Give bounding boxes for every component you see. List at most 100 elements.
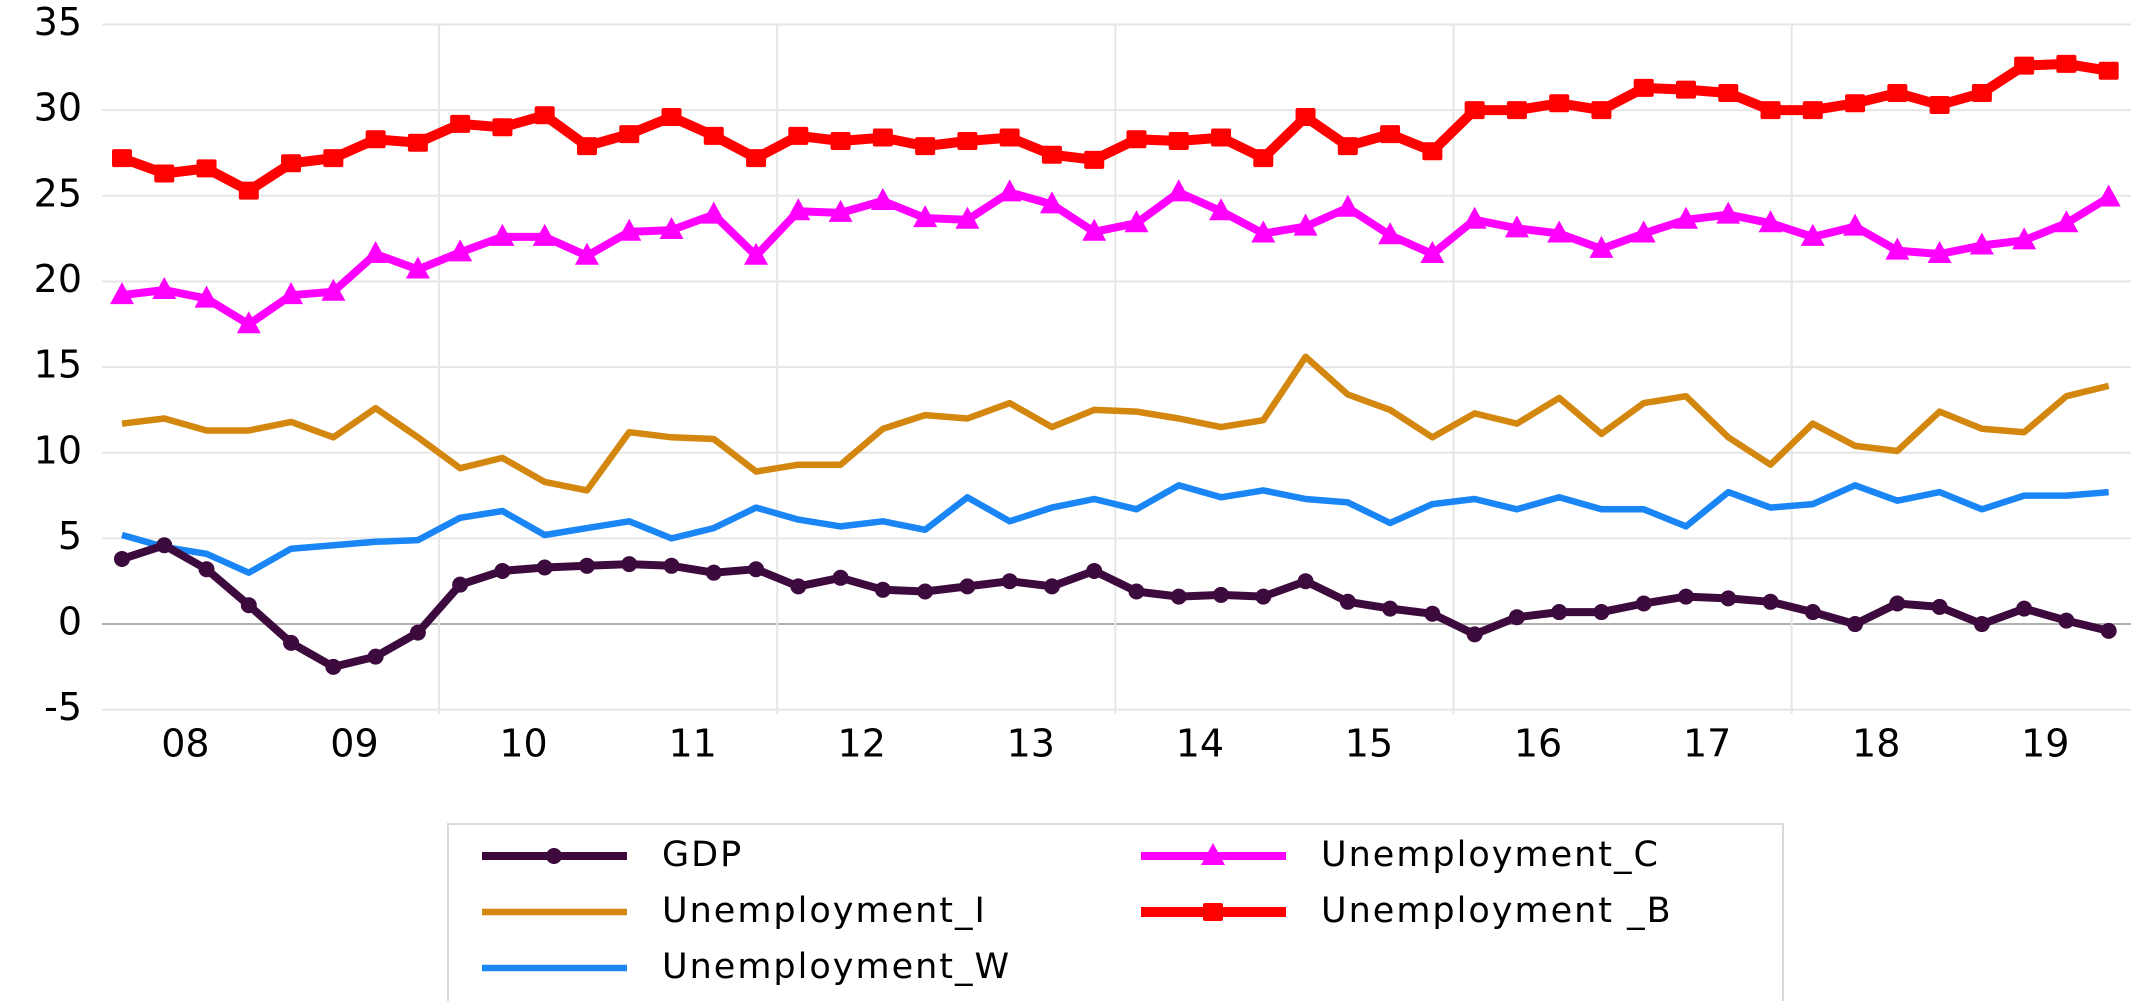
point — [1380, 125, 1401, 144]
point — [1039, 191, 1064, 214]
point — [325, 658, 342, 675]
point — [156, 537, 173, 554]
point — [1128, 583, 1145, 600]
point — [1168, 131, 1189, 150]
legend-marker — [1203, 903, 1223, 921]
point — [281, 154, 302, 173]
point — [154, 164, 175, 183]
point — [832, 569, 849, 586]
point — [1927, 241, 1952, 264]
point — [955, 206, 980, 229]
y-tick-label: 10 — [34, 428, 82, 472]
point — [1251, 220, 1276, 243]
x-tick-label: 12 — [838, 722, 886, 766]
point — [536, 559, 553, 576]
point — [830, 131, 851, 150]
point — [1043, 578, 1060, 595]
point — [1551, 604, 1568, 621]
point — [1041, 145, 1062, 164]
point — [1635, 595, 1652, 612]
point — [1466, 626, 1483, 643]
legend-label: Unemployment_I — [662, 891, 987, 931]
point — [1716, 201, 1741, 224]
point — [828, 199, 853, 222]
point — [663, 557, 680, 574]
point — [405, 256, 430, 279]
point — [2100, 622, 2117, 639]
y-tick-label: 25 — [34, 171, 82, 215]
point — [1170, 588, 1187, 605]
point — [1800, 223, 1825, 246]
point — [196, 159, 217, 178]
point — [279, 282, 304, 305]
point — [1382, 600, 1399, 617]
point — [363, 241, 388, 264]
legend-label: GDP — [662, 835, 743, 875]
point — [1677, 588, 1694, 605]
point — [701, 201, 726, 224]
point — [365, 130, 386, 149]
point — [112, 149, 132, 168]
point — [748, 561, 765, 578]
point — [1504, 215, 1529, 238]
point — [913, 205, 938, 228]
point — [1420, 241, 1445, 264]
point — [2012, 227, 2037, 250]
point — [452, 576, 469, 593]
point — [576, 137, 597, 156]
point — [574, 242, 599, 265]
x-tick-label: 09 — [330, 722, 378, 766]
x-tick-label: 18 — [1852, 722, 1900, 766]
x-tick-label: 17 — [1683, 722, 1731, 766]
point — [1297, 573, 1314, 590]
point — [705, 564, 722, 581]
point — [2056, 54, 2077, 73]
point — [1001, 573, 1018, 590]
point — [1211, 128, 1232, 147]
point — [1506, 101, 1527, 120]
point — [1762, 593, 1779, 610]
point — [1378, 222, 1403, 245]
point — [788, 126, 809, 145]
point — [1973, 616, 1990, 633]
point — [152, 277, 177, 300]
point — [659, 217, 684, 240]
legend-label: Unemployment_C — [1321, 835, 1660, 875]
point — [617, 218, 642, 241]
point — [321, 278, 346, 301]
point — [1929, 96, 1950, 115]
point — [2096, 184, 2121, 207]
legend-marker — [1201, 843, 1225, 865]
point — [1591, 101, 1612, 120]
point — [1931, 598, 1948, 615]
point — [407, 133, 428, 152]
point — [1084, 150, 1105, 169]
point — [1845, 94, 1866, 113]
point — [323, 149, 344, 168]
point — [1335, 194, 1360, 217]
x-tick-label: 08 — [161, 722, 209, 766]
x-tick-label: 11 — [668, 722, 716, 766]
y-tick-label: 5 — [58, 514, 82, 558]
y-tick-label: 30 — [34, 86, 82, 130]
point — [1508, 609, 1525, 626]
point — [957, 131, 978, 150]
point — [1549, 94, 1570, 113]
point — [874, 581, 891, 598]
point — [1633, 78, 1654, 97]
point — [448, 239, 473, 262]
point — [790, 578, 807, 595]
point — [661, 108, 682, 127]
point — [744, 242, 769, 265]
point — [1293, 213, 1318, 236]
point — [1885, 237, 1910, 260]
point — [746, 149, 767, 168]
point — [450, 114, 471, 133]
point — [1593, 604, 1610, 621]
point — [1424, 605, 1441, 622]
point — [870, 187, 895, 210]
y-tick-label: -5 — [44, 685, 82, 729]
x-tick-label: 13 — [1007, 722, 1055, 766]
x-tick-label: 14 — [1176, 722, 1224, 766]
